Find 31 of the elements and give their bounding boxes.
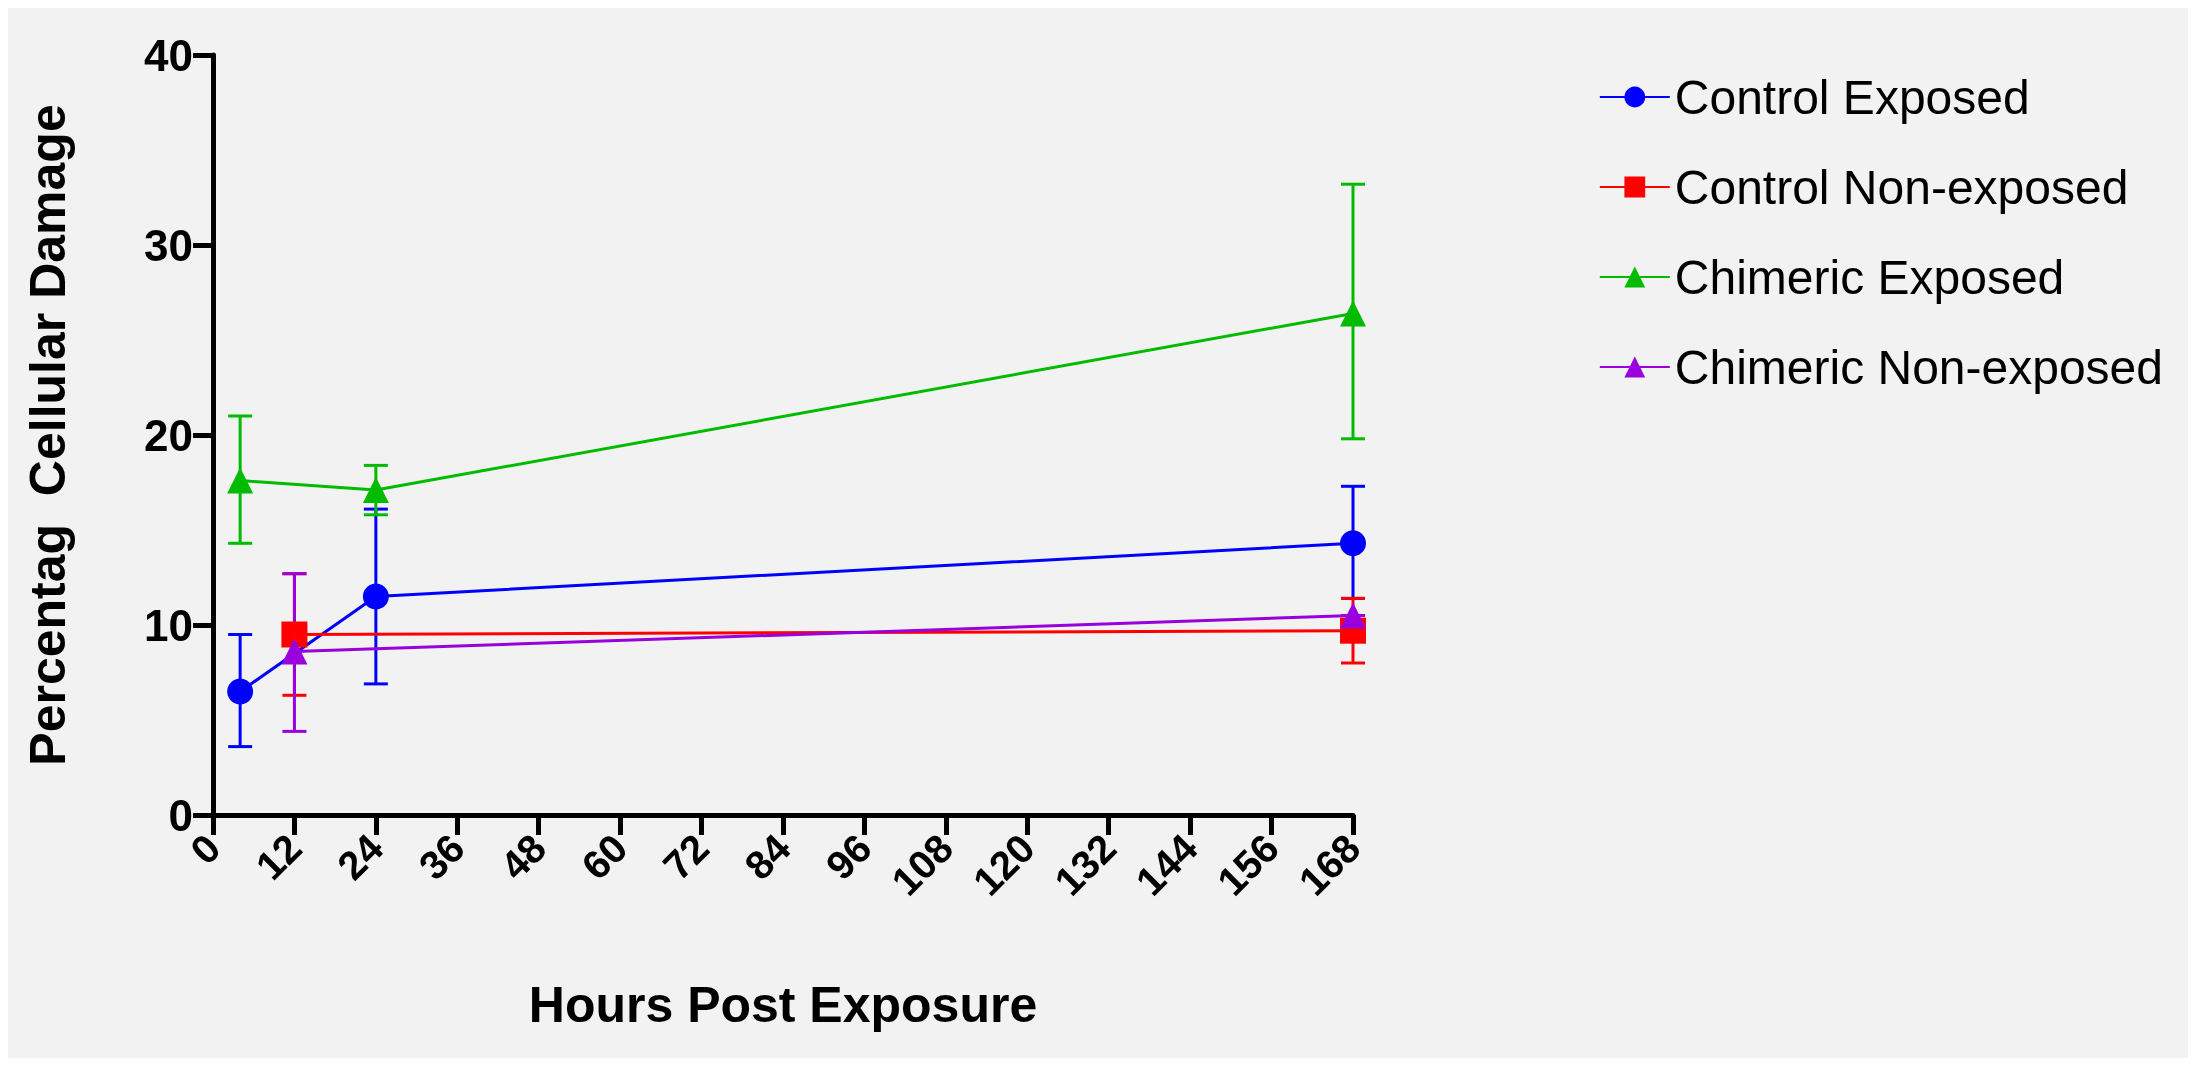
y-tick-label: 30	[144, 220, 193, 270]
point	[227, 467, 254, 494]
y-tick-label: 10	[144, 600, 193, 650]
y-tick-label: 0	[168, 790, 193, 840]
x-tick-label: 60	[573, 825, 636, 889]
legend-label: Control Non-exposed	[1674, 160, 2129, 214]
point	[362, 477, 389, 504]
x-tick-label: 96	[817, 825, 880, 889]
x-tick-label: 48	[491, 825, 555, 889]
x-tick-label: 36	[410, 825, 473, 889]
x-tick-label: 120	[964, 825, 1043, 904]
legend-label: Control Exposed	[1674, 70, 2030, 124]
x-tick-label: 72	[654, 825, 718, 889]
point	[227, 678, 254, 705]
x-axis-title: Hours Post Exposure	[528, 977, 1038, 1033]
y-tick-label: 20	[144, 410, 193, 460]
x-tick-label: 144	[1127, 824, 1207, 904]
y-axis-title: Percentag Cellular Damage	[20, 104, 76, 766]
point	[362, 583, 389, 610]
x-tick-label: 24	[328, 824, 392, 889]
legend-label: Chimeric Exposed	[1674, 250, 2065, 304]
point	[1340, 300, 1366, 327]
x-tick-label: 168	[1290, 825, 1369, 904]
x-tick-label: 156	[1208, 825, 1288, 904]
point	[1340, 530, 1366, 557]
x-tick-label: 84	[735, 824, 800, 889]
x-tick-label: 12	[247, 825, 310, 889]
legend-label: Chimeric Non-exposed	[1674, 340, 2163, 394]
x-tick-label: 132	[1045, 825, 1125, 904]
x-tick-label: 108	[883, 825, 962, 904]
y-tick-label: 40	[144, 30, 193, 80]
